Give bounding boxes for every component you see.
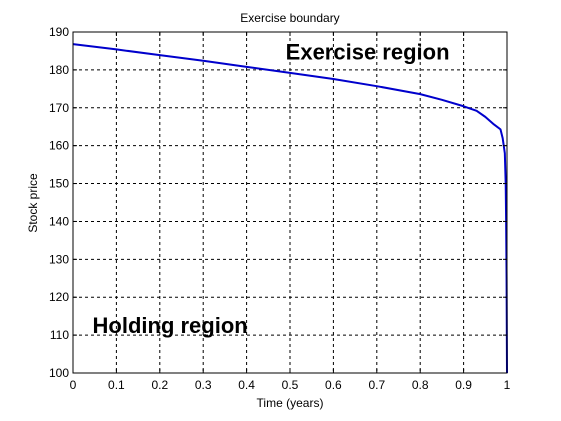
y-tick-label: 120 <box>49 290 69 304</box>
x-tick-label: 1 <box>504 378 511 392</box>
x-tick-label: 0.2 <box>151 378 168 392</box>
y-tick-label: 170 <box>49 101 69 115</box>
y-tick-label: 110 <box>50 328 69 342</box>
y-tick-label: 190 <box>49 25 69 39</box>
region-annotation: Holding region <box>93 313 248 338</box>
x-tick-label: 0.8 <box>412 378 429 392</box>
x-tick-label: 0 <box>70 378 77 392</box>
grid <box>73 32 507 373</box>
region-annotation: Exercise region <box>286 39 450 64</box>
x-tick-labels: 0 0.1 0.2 0.3 0.4 0.5 0.6 0.7 0.8 0.9 1 <box>70 378 511 392</box>
y-tick-label: 100 <box>49 366 69 380</box>
y-tick-label: 130 <box>49 252 69 266</box>
series-layer <box>72 43 508 374</box>
y-tick-label: 160 <box>49 139 69 153</box>
y-tick-label: 140 <box>49 214 69 228</box>
tick-marks <box>72 31 508 374</box>
y-tick-label: 150 <box>49 177 69 191</box>
exercise-boundary-line <box>72 43 508 374</box>
x-tick-label: 0.6 <box>325 378 342 392</box>
y-tick-labels: 100 110 120 130 140 150 160 170 180 190 <box>49 25 69 380</box>
x-axis-label: Time (years) <box>257 396 324 410</box>
x-tick-label: 0.3 <box>195 378 212 392</box>
x-tick-label: 0.1 <box>108 378 125 392</box>
x-tick-label: 0.5 <box>282 378 299 392</box>
y-axis-label: Stock price <box>26 173 40 233</box>
annotations: Exercise region Holding region <box>93 39 450 338</box>
x-tick-label: 0.9 <box>455 378 472 392</box>
x-tick-label: 0.4 <box>238 378 255 392</box>
y-tick-label: 180 <box>49 63 69 77</box>
x-tick-label: 0.7 <box>368 378 385 392</box>
chart-title: Exercise boundary <box>240 11 339 25</box>
